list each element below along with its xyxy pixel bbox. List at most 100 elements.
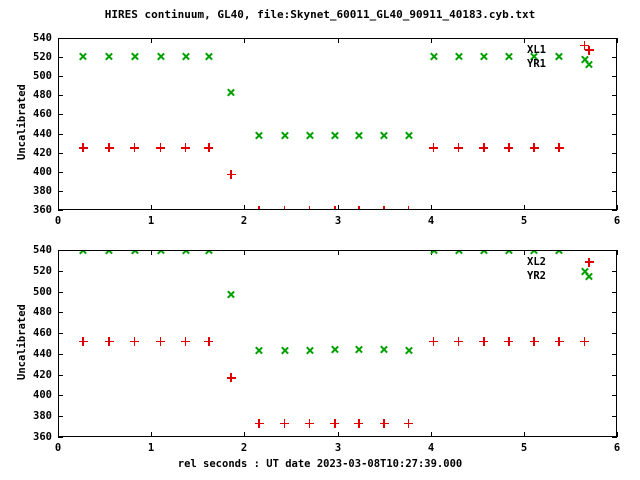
legend-item-yr2: YR2 [527,270,613,282]
data-point-xl2 [454,336,464,346]
legend-item-yr1: YR1 [527,58,613,70]
data-point-xl2 [579,336,589,346]
data-point-yr2 [204,251,213,255]
y-tick-mark-right [612,95,617,96]
y-tick-mark [58,191,63,192]
data-point-yr2 [105,251,114,255]
data-point-xl2 [254,418,264,428]
data-point-xl2 [428,336,438,346]
data-point-xl2 [479,336,489,346]
x-tick-mark-top [244,250,245,255]
data-point-xl2 [155,336,165,346]
y-tick-label: 520 [33,51,52,64]
data-point-yr2 [330,345,339,354]
data-point-yr2 [354,345,363,354]
y-tick-label: 400 [33,165,52,178]
y-tick-mark [58,416,63,417]
x-tick-mark [431,432,432,437]
y-tick-label: 360 [33,431,52,443]
x-tick-mark-top [338,38,339,43]
y-tick-label: 440 [33,347,52,360]
y-tick-mark [58,38,63,39]
data-point-yr2 [479,251,488,255]
data-point-yr2 [454,251,463,255]
y-tick-mark-right [612,153,617,154]
x-tick-mark-top [58,250,59,255]
data-point-xl2 [129,336,139,346]
y-tick-mark [58,76,63,77]
x-tick-mark-top [617,38,618,43]
y-tick-mark [58,114,63,115]
data-point-xl2 [204,336,214,346]
x-tick-mark-top [524,38,525,43]
x-tick-label: 4 [427,215,435,227]
data-point-xl2 [554,336,564,346]
x-tick-mark [338,205,339,210]
x-tick-mark-top [151,250,152,255]
x-tick-label: 0 [54,442,62,454]
y-tick-mark [58,354,63,355]
x-tick-mark [431,205,432,210]
data-point-xl2 [104,336,114,346]
x-tick-mark [617,432,618,437]
x-tick-label: 2 [240,215,248,227]
y-tick-mark-right [612,395,617,396]
x-tick-mark [151,432,152,437]
y-tick-mark-right [612,292,617,293]
x-tick-mark [524,205,525,210]
y-tick-label: 360 [33,204,52,216]
data-point-xl2 [305,418,315,428]
x-tick-mark [338,432,339,437]
data-point-xl2 [279,418,289,428]
x-tick-mark-top [431,250,432,255]
x-tick-label: 1 [147,442,155,454]
x-tick-label: 1 [147,215,155,227]
y-tick-label: 480 [33,89,52,102]
x-tick-label: 3 [334,215,342,227]
data-point-yr2 [280,346,289,355]
y-tick-mark [58,395,63,396]
data-point-yr2 [227,290,236,299]
y-tick-mark [58,292,63,293]
y-tick-mark-right [612,354,617,355]
y-tick-label: 520 [33,264,52,277]
data-point-yr2 [404,346,413,355]
y-tick-mark-right [612,312,617,313]
data-point-xl2 [226,373,236,383]
page-title: HIRES continuum, GL40, file:Skynet_60011… [104,8,536,21]
y-tick-mark [58,57,63,58]
y-tick-mark [58,134,63,135]
y-tick-mark [58,312,63,313]
y-tick-mark [58,250,63,251]
x-tick-mark-top [524,250,525,255]
x-tick-mark [244,432,245,437]
data-point-yr2 [305,346,314,355]
x-tick-label: 2 [240,442,248,454]
x-tick-mark [617,205,618,210]
y-tick-mark [58,153,63,154]
x-tick-mark [58,205,59,210]
y-tick-mark [58,437,63,438]
legend: XL2 YR2 [527,256,613,286]
y-tick-label: 540 [33,244,52,256]
y-tick-label: 440 [33,127,52,140]
y-tick-label: 480 [33,306,52,319]
data-point-xl2 [354,418,364,428]
y-axis-label: Uncalibrated [16,303,28,380]
y-tick-label: 500 [33,70,52,83]
data-point-yr2 [255,346,264,355]
y-tick-mark [58,375,63,376]
x-tick-label: 6 [613,215,621,227]
y-tick-mark-right [612,38,617,39]
y-tick-label: 420 [33,368,52,381]
x-tick-label: 3 [334,442,342,454]
legend-label: XL1 [527,44,546,56]
y-tick-mark-right [612,437,617,438]
data-point-yr2 [156,251,165,255]
data-point-yr2 [181,251,190,255]
x-tick-mark-top [244,38,245,43]
legend-item-xl2: XL2 [527,256,613,268]
data-point-yr2 [79,251,88,255]
